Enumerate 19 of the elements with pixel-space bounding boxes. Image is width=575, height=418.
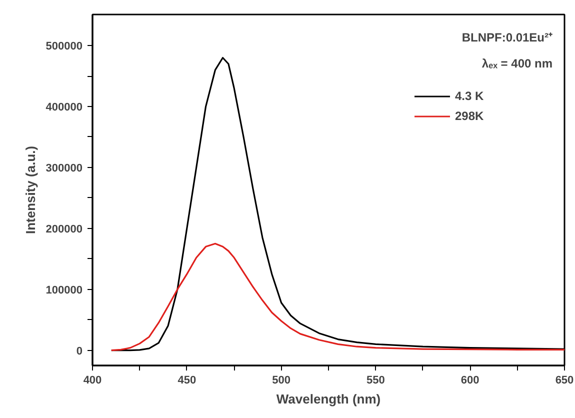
annotation: λₑₓ = 400 nm — [482, 56, 553, 70]
y-tick-label: 400000 — [46, 102, 83, 114]
y-tick-label: 0 — [76, 345, 83, 358]
x-tick-label: 650 — [555, 374, 574, 386]
x-tick-label: 450 — [178, 374, 196, 386]
x-tick-label: 400 — [83, 374, 102, 386]
legend-label: 298K — [455, 109, 484, 123]
x-axis-title: Wavelength (nm) — [276, 392, 381, 406]
y-tick-label: 300000 — [46, 162, 83, 174]
x-tick-label: 600 — [460, 374, 480, 386]
y-tick-label: 200000 — [46, 223, 83, 236]
legend-label: 4.3 K — [455, 89, 484, 103]
x-tick-label: 500 — [272, 374, 290, 386]
y-tick-label: 500000 — [46, 40, 83, 53]
y-axis-title: Intensity (a.u.) — [22, 146, 38, 234]
y-tick-label: 100000 — [46, 284, 83, 296]
line-series — [110, 242, 564, 352]
annotation: BLNPF:0.01Eu²⁺ — [462, 30, 553, 44]
x-tick-label: 550 — [366, 374, 385, 386]
